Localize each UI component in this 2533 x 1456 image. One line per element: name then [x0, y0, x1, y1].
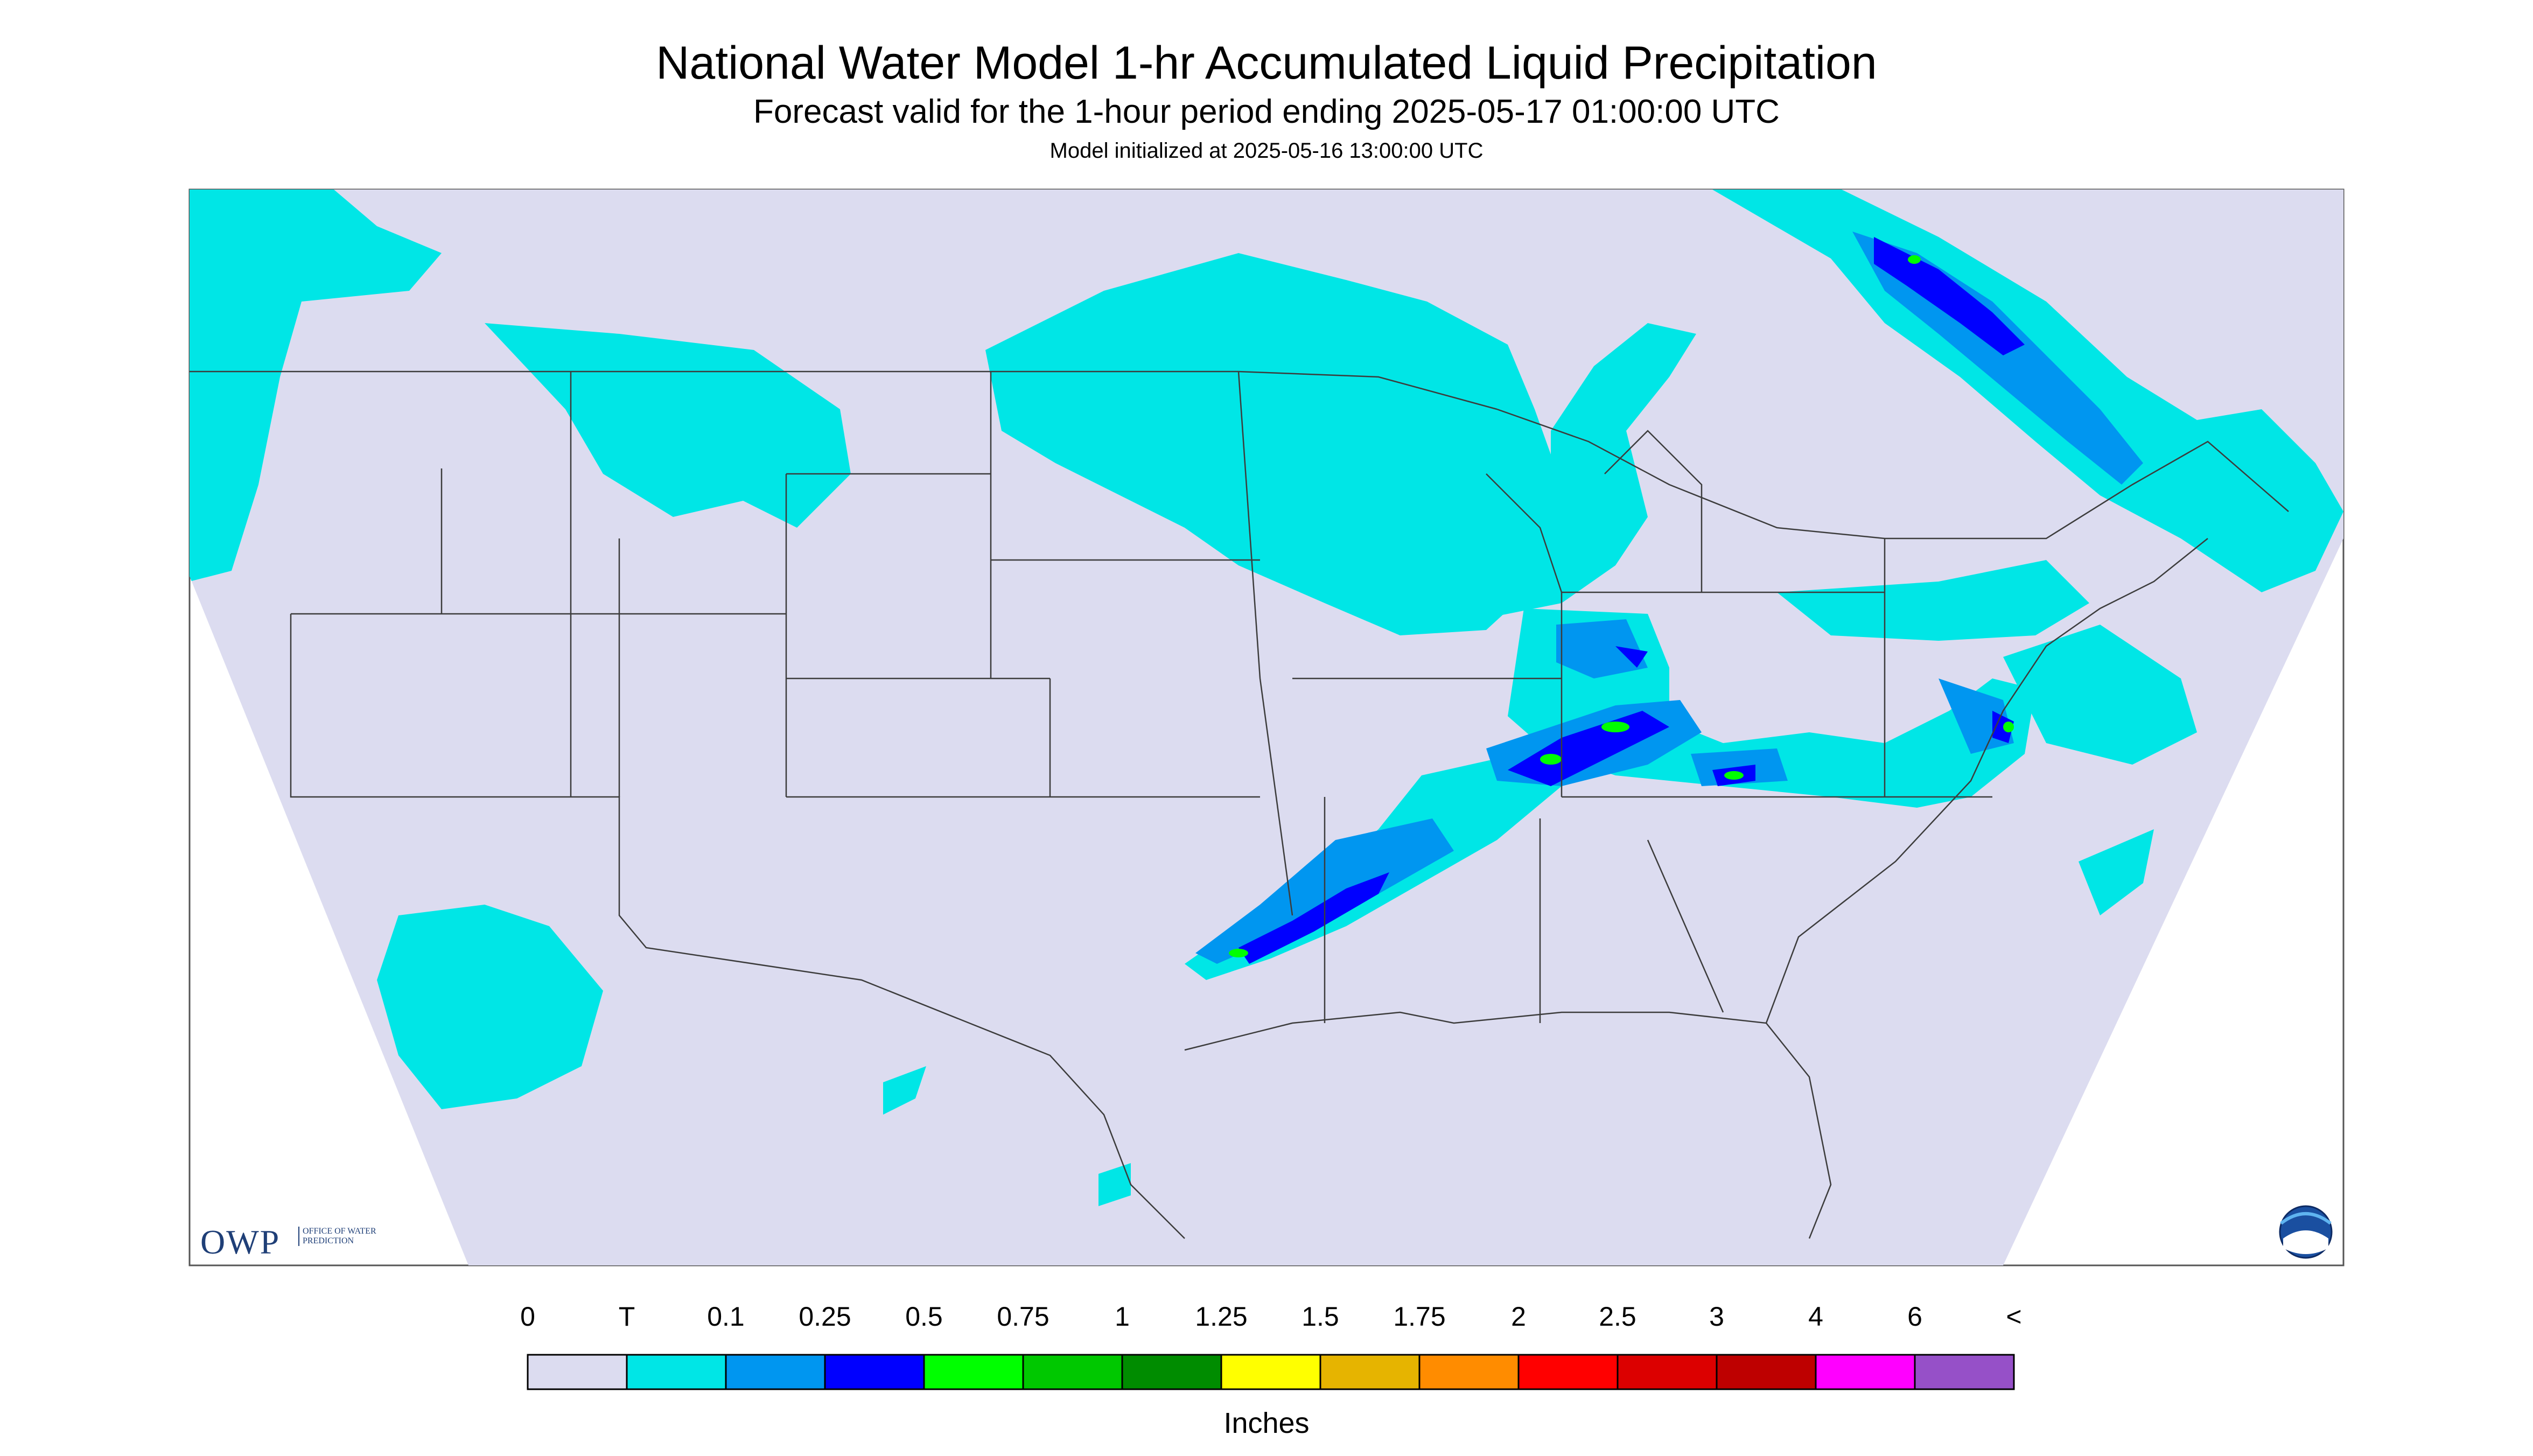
- legend-label: 2: [1511, 1301, 1526, 1332]
- legend-swatch: [626, 1354, 727, 1390]
- legend-swatch: [1022, 1354, 1123, 1390]
- legend-label: <: [2006, 1301, 2022, 1332]
- legend-label: 6: [1907, 1301, 1922, 1332]
- legend-swatch: [923, 1354, 1024, 1390]
- legend-swatch: [1716, 1354, 1817, 1390]
- precip-0.25-areas: [1238, 237, 2025, 964]
- owp-logo-mark: OWP: [200, 1223, 281, 1261]
- legend-label: 3: [1709, 1301, 1724, 1332]
- legend-label: 1.5: [1302, 1301, 1339, 1332]
- legend-swatch: [1815, 1354, 1916, 1390]
- chart-title: National Water Model 1-hr Accumulated Li…: [656, 37, 1877, 89]
- legend-label: 0.1: [707, 1301, 745, 1332]
- precip-0.5-areas: [1229, 255, 2014, 957]
- legend-swatch: [1617, 1354, 1718, 1390]
- legend-label: 0.5: [905, 1301, 943, 1332]
- legend-color-bar: [527, 1354, 2015, 1390]
- legend-swatch: [1121, 1354, 1222, 1390]
- east-coast: [1765, 538, 2208, 1024]
- legend-label: 4: [1808, 1301, 1823, 1332]
- legend-swatch: [1319, 1354, 1421, 1390]
- legend-swatch: [1418, 1354, 1520, 1390]
- legend-swatch: [824, 1354, 925, 1390]
- legend-swatch: [1517, 1354, 1619, 1390]
- legend-label: 2.5: [1599, 1301, 1636, 1332]
- gulf-coast: [1184, 1011, 1832, 1239]
- legend-label: 0.75: [997, 1301, 1049, 1332]
- legend-label: 0.25: [799, 1301, 851, 1332]
- owp-logo-text: OFFICE OF WATER PREDICTION: [298, 1227, 389, 1246]
- legend-units: Inches: [1223, 1407, 1310, 1439]
- legend-label: 1.75: [1393, 1301, 1446, 1332]
- legend-label: 1: [1115, 1301, 1130, 1332]
- us-canada-border: [190, 370, 1498, 410]
- us-mexico-border: [290, 614, 1185, 1239]
- legend-label: T: [618, 1301, 635, 1332]
- legend-swatch: [527, 1354, 628, 1390]
- legend-swatch: [1220, 1354, 1321, 1390]
- boundaries: [190, 370, 2289, 1239]
- legend-label: 1.25: [1195, 1301, 1248, 1332]
- noaa-logo: [2279, 1205, 2333, 1259]
- great-lakes: [1486, 430, 1703, 593]
- model-init-text: Model initialized at 2025-05-16 13:00:00…: [1049, 139, 1484, 163]
- legend-swatch: [725, 1354, 826, 1390]
- legend-label: 0: [520, 1301, 535, 1332]
- owp-logo: OWP OFFICE OF WATER PREDICTION: [200, 1222, 376, 1262]
- legend-swatch: [1914, 1354, 2015, 1390]
- forecast-valid-subtitle: Forecast valid for the 1-hour period end…: [753, 93, 1780, 130]
